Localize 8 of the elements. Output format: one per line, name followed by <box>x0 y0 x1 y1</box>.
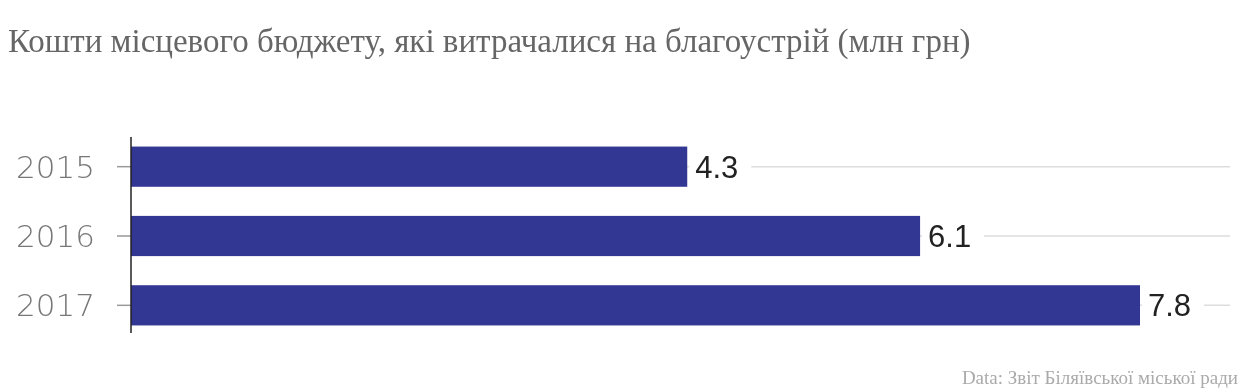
data-label: 4.3 <box>695 149 739 185</box>
y-tick-label: 2015 <box>16 148 95 185</box>
y-tick-label: 2017 <box>16 287 95 324</box>
y-tick-label: 2016 <box>16 218 95 255</box>
data-label: 7.8 <box>1148 288 1192 324</box>
chart-title: Кошти місцевого бюджету, які витрачалися на благоустрій (млн грн) <box>8 23 971 60</box>
text: Data: Звіт Біляївської міської ради <box>961 367 1238 388</box>
data-label: 6.1 <box>928 219 972 255</box>
